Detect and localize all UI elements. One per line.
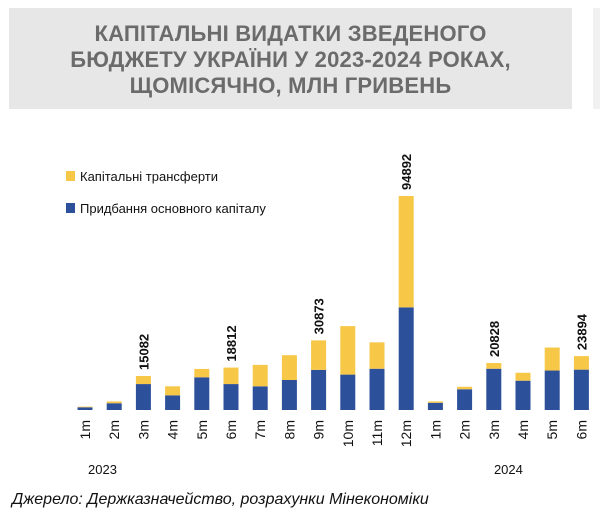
bar-transfers-3 [135,375,151,385]
data-label-6: 23894 [574,313,589,350]
bar-transfers-1 [77,406,93,408]
x-tick-label-8: 8m [281,420,297,439]
bar-transfers-17 [544,347,560,371]
data-label-5: 20828 [487,321,502,357]
bar-transfers-9 [311,340,327,370]
bar-transfers-11 [369,342,385,369]
x-tick-label-4: 4m [165,420,181,439]
bar-fixed-capital-5 [194,377,210,410]
bar-fixed-capital-6 [223,384,239,410]
bar-fixed-capital-12 [398,307,414,410]
x-tick-label-5: 5m [194,420,210,439]
year-label-2024: 2024 [494,462,523,477]
year-label-2023: 2023 [88,462,117,477]
x-tick-label-2: 2m [106,420,122,439]
bar-transfers-8 [281,355,297,381]
bar-fixed-capital-11 [369,368,385,410]
bar-fixed-capital-2 [106,403,122,410]
x-tick-label-10: 10m [340,420,356,447]
bar-fixed-capital-7 [252,386,268,410]
data-label-1: 15082 [136,334,151,370]
bar-fixed-capital-8 [281,380,297,410]
x-tick-label-1: 1m [77,420,93,439]
legend-swatch-1 [66,171,75,181]
bar-fixed-capital-17 [544,370,560,410]
x-tick-label-17: 5m [544,420,560,439]
data-label-4: 94892 [399,154,414,190]
legend-label-2: Придбання основного капіталу [80,201,266,216]
bar-transfers-14 [457,386,473,390]
bar-fixed-capital-14 [457,389,473,410]
bar-fixed-capital-3 [135,384,151,410]
x-tick-label-12: 12m [398,420,414,447]
x-tick-label-11: 11m [369,420,385,446]
bar-fixed-capital-16 [515,380,531,410]
x-tick-label-6: 6m [223,420,239,439]
bar-fixed-capital-1 [77,407,93,410]
bar-transfers-16 [515,372,531,381]
bar-transfers-13 [427,401,443,403]
bar-fixed-capital-4 [165,395,181,410]
bar-transfers-18 [573,356,589,370]
bar-transfers-12 [398,196,414,308]
decorative-strip [593,8,600,109]
data-label-2: 18812 [224,325,239,361]
title-box: КАПІТАЛЬНІ ВИДАТКИ ЗВЕДЕНОГО БЮДЖЕТУ УКР… [9,8,572,109]
x-tick-label-7: 7m [252,420,268,439]
bar-transfers-2 [106,401,122,404]
x-tick-label-16: 4m [515,420,531,439]
bar-fixed-capital-18 [573,369,589,410]
bar-fixed-capital-10 [340,374,356,410]
x-tick-label-9: 9m [311,420,327,439]
title-line-2: БЮДЖЕТУ УКРАЇНИ У 2023-2024 РОКАХ, [70,47,511,72]
x-tick-label-14: 2m [457,420,473,439]
x-tick-label-18: 6m [573,420,589,439]
source-note: Джерело: Держказначейство, розрахунки Мі… [12,491,429,508]
legend-label-1: Капітальні трансферти [80,169,218,184]
bar-transfers-7 [252,364,268,387]
bar-transfers-6 [223,367,239,385]
bar-fixed-capital-15 [486,368,502,410]
title-line-3: ЩОМІСЯЧНО, МЛН ГРИВЕНЬ [129,73,452,98]
x-tick-label-3: 3m [135,420,151,439]
bar-transfers-4 [165,386,181,396]
bar-transfers-10 [340,326,356,375]
legend-swatch-2 [66,203,75,213]
bar-transfers-15 [486,363,502,369]
bar-transfers-5 [194,368,210,378]
x-tick-label-15: 3m [486,420,502,439]
bar-fixed-capital-9 [311,369,327,410]
title-line-1: КАПІТАЛЬНІ ВИДАТКИ ЗВЕДЕНОГО [94,21,487,46]
bar-fixed-capital-13 [427,402,443,410]
capital-expenditure-chart: Капітальні трансферти Придбання основного… [66,154,589,477]
x-tick-label-13: 1m [427,420,443,439]
data-label-3: 30873 [312,298,327,334]
